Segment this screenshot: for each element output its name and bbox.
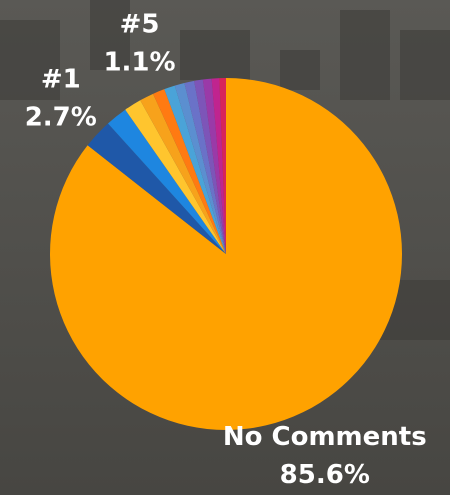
labels: No Comments 85.6% #1 2.7% #5 1.1% xyxy=(25,10,427,490)
pie-slice xyxy=(211,78,226,254)
slice-percent: 2.7% xyxy=(25,102,97,132)
pie-slice xyxy=(202,78,226,255)
pie-slice xyxy=(140,93,226,254)
pie-slice xyxy=(87,123,226,254)
slice-name: No Comments xyxy=(223,422,427,452)
pie-slice xyxy=(153,89,226,254)
pie-slice xyxy=(194,79,226,255)
slice-name: #5 xyxy=(120,10,160,40)
slice-percent: 1.1% xyxy=(103,48,175,78)
pie-slice xyxy=(219,78,226,254)
pie-slice xyxy=(107,109,226,254)
pie-slice xyxy=(125,100,226,254)
pie-slice xyxy=(164,85,226,254)
pie xyxy=(49,78,403,430)
slice-percent: 85.6% xyxy=(280,460,370,490)
pie-slice xyxy=(174,82,226,254)
pie-slice xyxy=(184,80,226,255)
slice-name: #1 xyxy=(41,64,81,94)
